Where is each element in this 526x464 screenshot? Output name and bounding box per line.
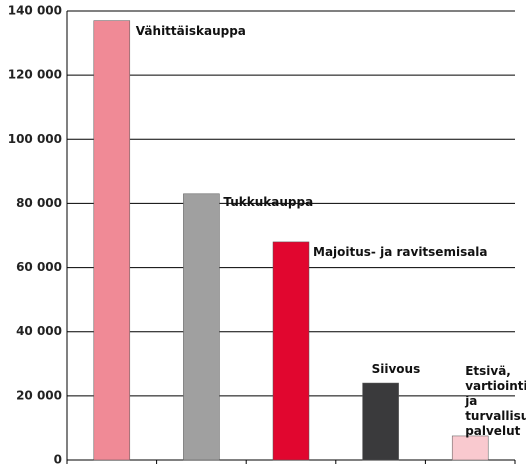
y-tick-label: 80 000	[16, 196, 62, 210]
bar	[451, 435, 489, 461]
y-tick-label: 40 000	[16, 324, 62, 338]
bar	[93, 20, 131, 461]
y-tick-label: 60 000	[16, 260, 62, 274]
bar-label: Majoitus- ja ravitsemisala	[313, 244, 488, 259]
y-tick-label: 100 000	[8, 132, 62, 146]
y-tick-label: 140 000	[8, 4, 62, 18]
bar-label: Tukkukauppa	[223, 194, 314, 209]
bar-label: Siivous	[371, 362, 421, 377]
y-tick-label: 120 000	[8, 68, 62, 82]
y-tick-label: 20 000	[16, 388, 62, 402]
bar-label: Etsivä, vartiointi- ja turvallisuus- pal…	[465, 363, 526, 438]
y-tick-label: 0	[54, 453, 62, 464]
bar	[183, 193, 220, 461]
bar	[272, 241, 310, 461]
bar-label: Vähittäiskauppa	[135, 23, 246, 38]
bar	[362, 382, 399, 461]
